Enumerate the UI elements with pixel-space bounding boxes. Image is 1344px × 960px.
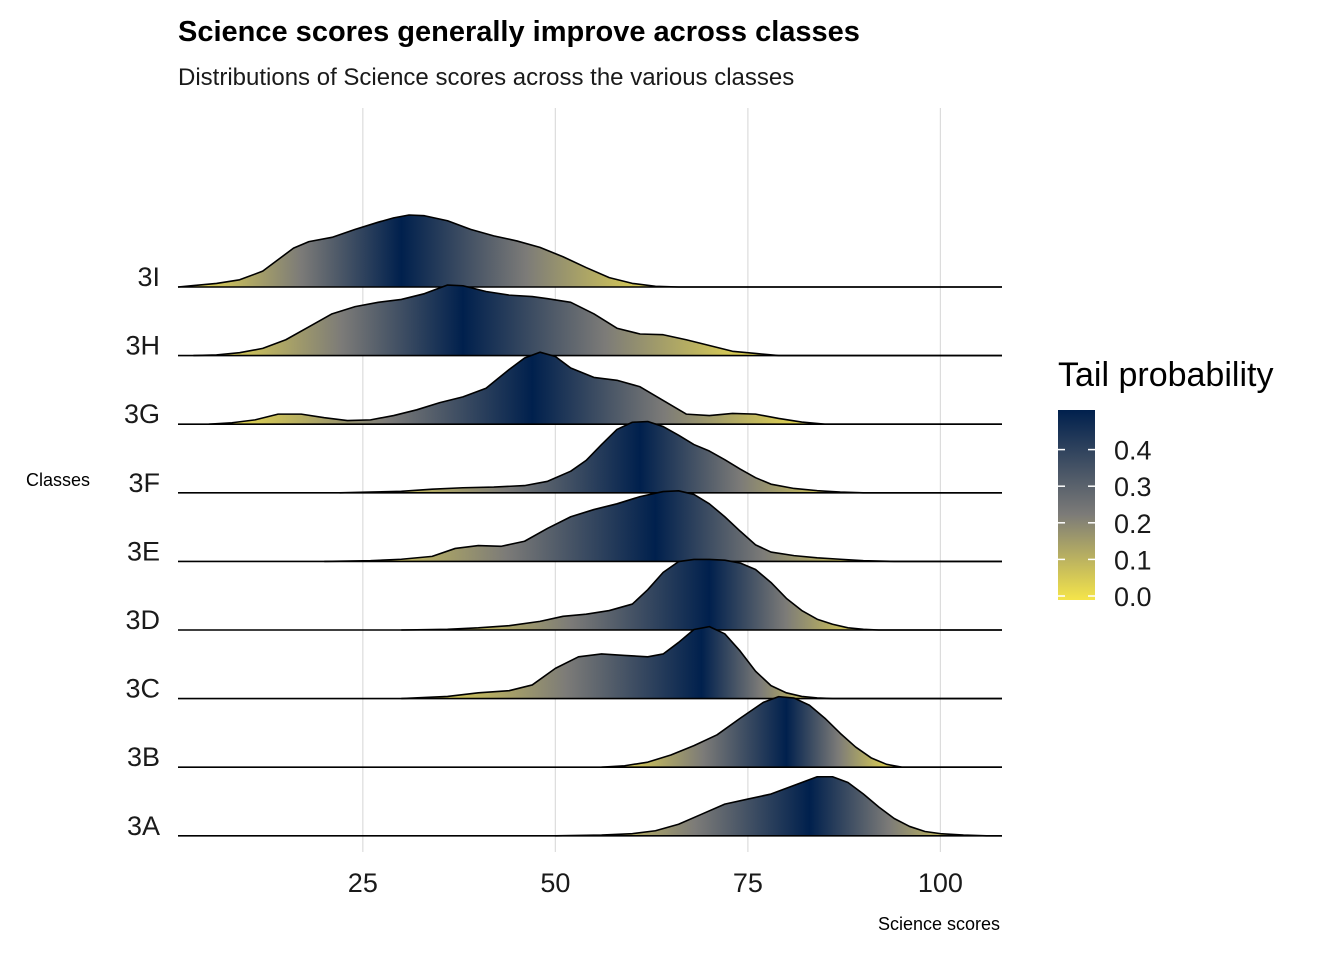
ridge-3C	[178, 625, 1002, 700]
y-tick-label: 3D	[125, 605, 160, 635]
y-tick-label: 3H	[125, 331, 160, 361]
ridge-fill	[193, 285, 1003, 356]
ridge-fill	[401, 626, 1002, 699]
ridge-outline	[339, 420, 1002, 494]
y-tick-label: 3A	[127, 811, 160, 841]
y-tick-layer: 3I 3H 3G 3F 3E 3D 3C 3B 3A	[124, 262, 160, 841]
legend-tick-label: 0.1	[1114, 545, 1152, 575]
legend-tick-label: 0.2	[1114, 509, 1152, 539]
legend-colorbar	[1058, 410, 1095, 600]
ridge-3F	[178, 420, 1003, 494]
x-tick-label: 100	[918, 868, 963, 898]
chart-title: Science scores generally improve across …	[178, 16, 860, 48]
y-tick-label: 3E	[127, 536, 160, 566]
ridge-outline	[401, 625, 1002, 700]
y-tick-label: 3B	[127, 742, 160, 772]
x-tick-label: 75	[733, 868, 763, 898]
ridge-3B	[178, 695, 1002, 769]
y-tick-label: 3F	[128, 468, 160, 498]
x-axis-label: Science scores	[877, 914, 1000, 934]
ridge-fill	[324, 490, 1002, 562]
x-tick-layer: 25 50 75 100	[348, 868, 963, 898]
ridge-3A	[178, 775, 1002, 837]
ridge-fill	[555, 776, 1002, 836]
ridge-3D	[178, 558, 1002, 631]
legend-tick-label: 0.4	[1114, 436, 1152, 466]
legend-title: Tail probability	[1058, 356, 1274, 394]
y-tick-label: 3C	[125, 674, 160, 704]
ridge-3E	[178, 490, 1002, 563]
ridge-fill	[208, 352, 1003, 425]
legend-tick-label: 0.3	[1114, 472, 1152, 502]
ridge-3H	[178, 284, 1003, 357]
ridge-outline	[555, 775, 1002, 837]
ridge-outline	[208, 351, 1002, 425]
legend-tick-label: 0.0	[1114, 582, 1152, 612]
legend-layer: 0.0 0.1 0.2 0.3 0.4	[1058, 410, 1152, 612]
x-tick-label: 25	[348, 868, 378, 898]
ridge-3I	[177, 214, 1002, 288]
ridge-outline	[401, 558, 1002, 631]
ridge-fill	[178, 215, 1002, 287]
ridge-outline	[193, 284, 1002, 357]
y-tick-label: 3I	[137, 262, 160, 292]
ridge-3G	[178, 351, 1003, 426]
ridge-layer	[177, 214, 1003, 837]
y-axis-label: Classes	[26, 470, 91, 490]
ridge-fill	[601, 696, 1002, 768]
x-tick-label: 50	[540, 868, 570, 898]
ridge-outline	[601, 695, 1002, 768]
y-tick-label: 3G	[124, 399, 160, 429]
ridge-fill	[401, 559, 1002, 630]
ridge-fill	[339, 421, 1003, 493]
ridge-outline	[177, 214, 1002, 288]
ridge-outline	[324, 490, 1002, 563]
chart-subtitle: Distributions of Science scores across t…	[178, 64, 795, 91]
